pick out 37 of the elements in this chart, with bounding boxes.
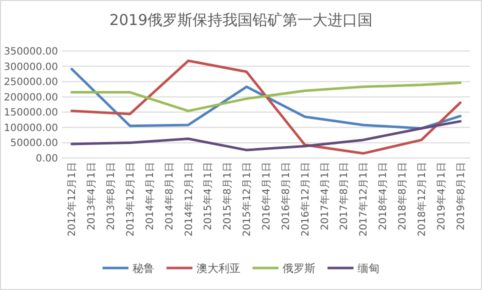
legend-label: 澳大利亚 <box>196 262 240 275</box>
x-tick-label: 2017年4月1日 <box>318 162 331 230</box>
y-tick-label: 0.00 <box>36 154 58 164</box>
line-series <box>70 82 462 112</box>
y-tick-label: 300000.00 <box>4 62 58 73</box>
y-tick-label: 100000.00 <box>4 122 58 134</box>
x-tick-label: 2016年12月1日 <box>299 162 312 237</box>
x-tick-label: 2015年8月1日 <box>222 162 234 230</box>
x-tick-label: 2018年12月1日 <box>416 162 428 237</box>
x-tick-label: 2014年12月1日 <box>182 162 195 237</box>
x-tick-label: 2017年12月1日 <box>358 162 370 237</box>
legend-label: 缅甸 <box>358 262 380 275</box>
x-tick-label: 2018年8月1日 <box>396 162 408 230</box>
y-tick-label: 50000.00 <box>10 138 58 150</box>
legend-label: 俄罗斯 <box>282 262 316 275</box>
x-tick-label: 2014年8月1日 <box>163 162 176 230</box>
x-tick-label: 2017年8月1日 <box>338 162 350 230</box>
y-tick-label: 250000.00 <box>4 77 58 88</box>
x-tick-label: 2013年8月1日 <box>105 162 118 230</box>
x-tick-label: 2013年4月1日 <box>86 162 98 230</box>
y-tick-label: 150000.00 <box>4 108 58 119</box>
x-tick-label: 2016年4月1日 <box>260 162 272 230</box>
x-tick-label: 2018年4月1日 <box>377 162 390 230</box>
x-tick-label: 2019年4月1日 <box>435 162 448 230</box>
x-tick-label: 2013年12月1日 <box>124 162 136 237</box>
x-tick-label: 2015年4月1日 <box>202 162 214 230</box>
legend-label: 秘鲁 <box>132 262 154 275</box>
x-tick-label: 2012年12月1日 <box>66 162 78 237</box>
y-tick-label: 200000.00 <box>4 92 58 104</box>
line-series <box>70 60 462 155</box>
x-tick-label: 2015年12月1日 <box>241 162 254 237</box>
y-tick-label: 350000.00 <box>4 46 58 58</box>
line-series <box>70 120 462 152</box>
chart-title: 2019俄罗斯保持我国铅矿第一大进口国 <box>109 11 373 29</box>
x-tick-label: 2016年8月1日 <box>280 162 292 230</box>
x-tick-label: 2019年8月1日 <box>454 162 467 230</box>
x-tick-label: 2014年4月1日 <box>144 162 156 230</box>
